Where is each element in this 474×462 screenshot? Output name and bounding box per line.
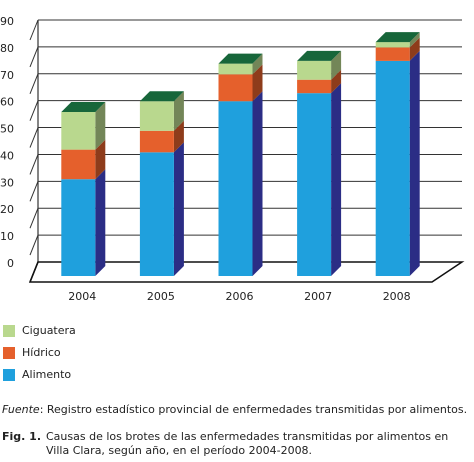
y-tick-label: 50 [0, 123, 14, 136]
bar-segment [218, 101, 253, 276]
grid-line [29, 19, 39, 41]
bar-segment [218, 63, 253, 75]
bar-side [331, 83, 342, 277]
source-text: : Registro estadístico provincial de enf… [40, 403, 467, 416]
x-tick-label: 2007 [304, 290, 332, 303]
floor-edge [29, 261, 39, 283]
bar-segment [297, 93, 332, 277]
bar-segment [218, 74, 253, 102]
bar-side [95, 101, 106, 150]
bar-segment [139, 152, 174, 276]
bar-side [409, 37, 420, 61]
legend-label: Alimento [22, 368, 71, 381]
bar-side [409, 32, 420, 48]
x-tick-label: 2006 [226, 290, 254, 303]
bar-side [252, 64, 263, 102]
y-tick-label: 90 [0, 15, 14, 28]
grid-line [29, 46, 39, 68]
bar-side [331, 69, 342, 94]
grid-line [29, 234, 39, 256]
bar-top [375, 32, 420, 43]
source: Fuente: Registro estadístico provincial … [2, 403, 467, 416]
bar-side [409, 50, 420, 277]
y-tick-label: 70 [0, 69, 14, 82]
grid-line [29, 73, 39, 94]
grid-line [29, 181, 39, 202]
caption-line: Villa Clara, según año, en el período 20… [46, 444, 312, 457]
caption-line: Causas de los brotes de las enfermedades… [46, 430, 448, 443]
bar-side [173, 91, 184, 131]
y-tick-label: 80 [0, 42, 14, 55]
y-tick-label: 40 [0, 149, 14, 162]
bar-segment [61, 111, 96, 150]
y-tick-label: 60 [0, 96, 14, 109]
grid-line [29, 208, 39, 229]
legend-label: Ciguatera [22, 324, 76, 337]
bar-segment [375, 60, 410, 277]
bar-top [61, 101, 106, 112]
caption-label: Fig. 1. [2, 430, 41, 443]
x-tick-label: 2004 [68, 290, 96, 303]
bar-side [173, 120, 184, 153]
bar-side [331, 50, 342, 80]
bar-segment [139, 101, 174, 131]
y-tick-label: 10 [0, 230, 14, 243]
grid-line [29, 100, 39, 121]
x-tick-label: 2008 [383, 290, 411, 303]
bar-segment [375, 42, 410, 48]
y-tick-label: 30 [0, 176, 14, 189]
y-tick-label: 0 [7, 257, 14, 270]
legend-swatch [3, 325, 15, 337]
grid-line [29, 127, 39, 148]
bar-segment [297, 60, 332, 80]
bar-segment [61, 149, 96, 180]
bar-side [173, 142, 184, 276]
bar-side [95, 139, 106, 180]
bar-segment [297, 79, 332, 94]
y-tick-label: 20 [0, 203, 14, 216]
grid-line [29, 154, 39, 175]
bar-segment [139, 130, 174, 153]
x-tick-label: 2005 [147, 290, 175, 303]
bar-side [95, 169, 106, 276]
bar-side [252, 91, 263, 276]
legend-swatch [3, 369, 15, 381]
bar-top [218, 53, 263, 64]
bar-top [297, 50, 342, 61]
bar-segment [375, 47, 410, 61]
legend-swatch [3, 347, 15, 359]
bar-segment [61, 179, 96, 276]
source-label: Fuente [2, 403, 40, 416]
bar-top [139, 91, 184, 102]
bar-side [252, 53, 263, 75]
legend-label: Hídrico [22, 346, 61, 359]
